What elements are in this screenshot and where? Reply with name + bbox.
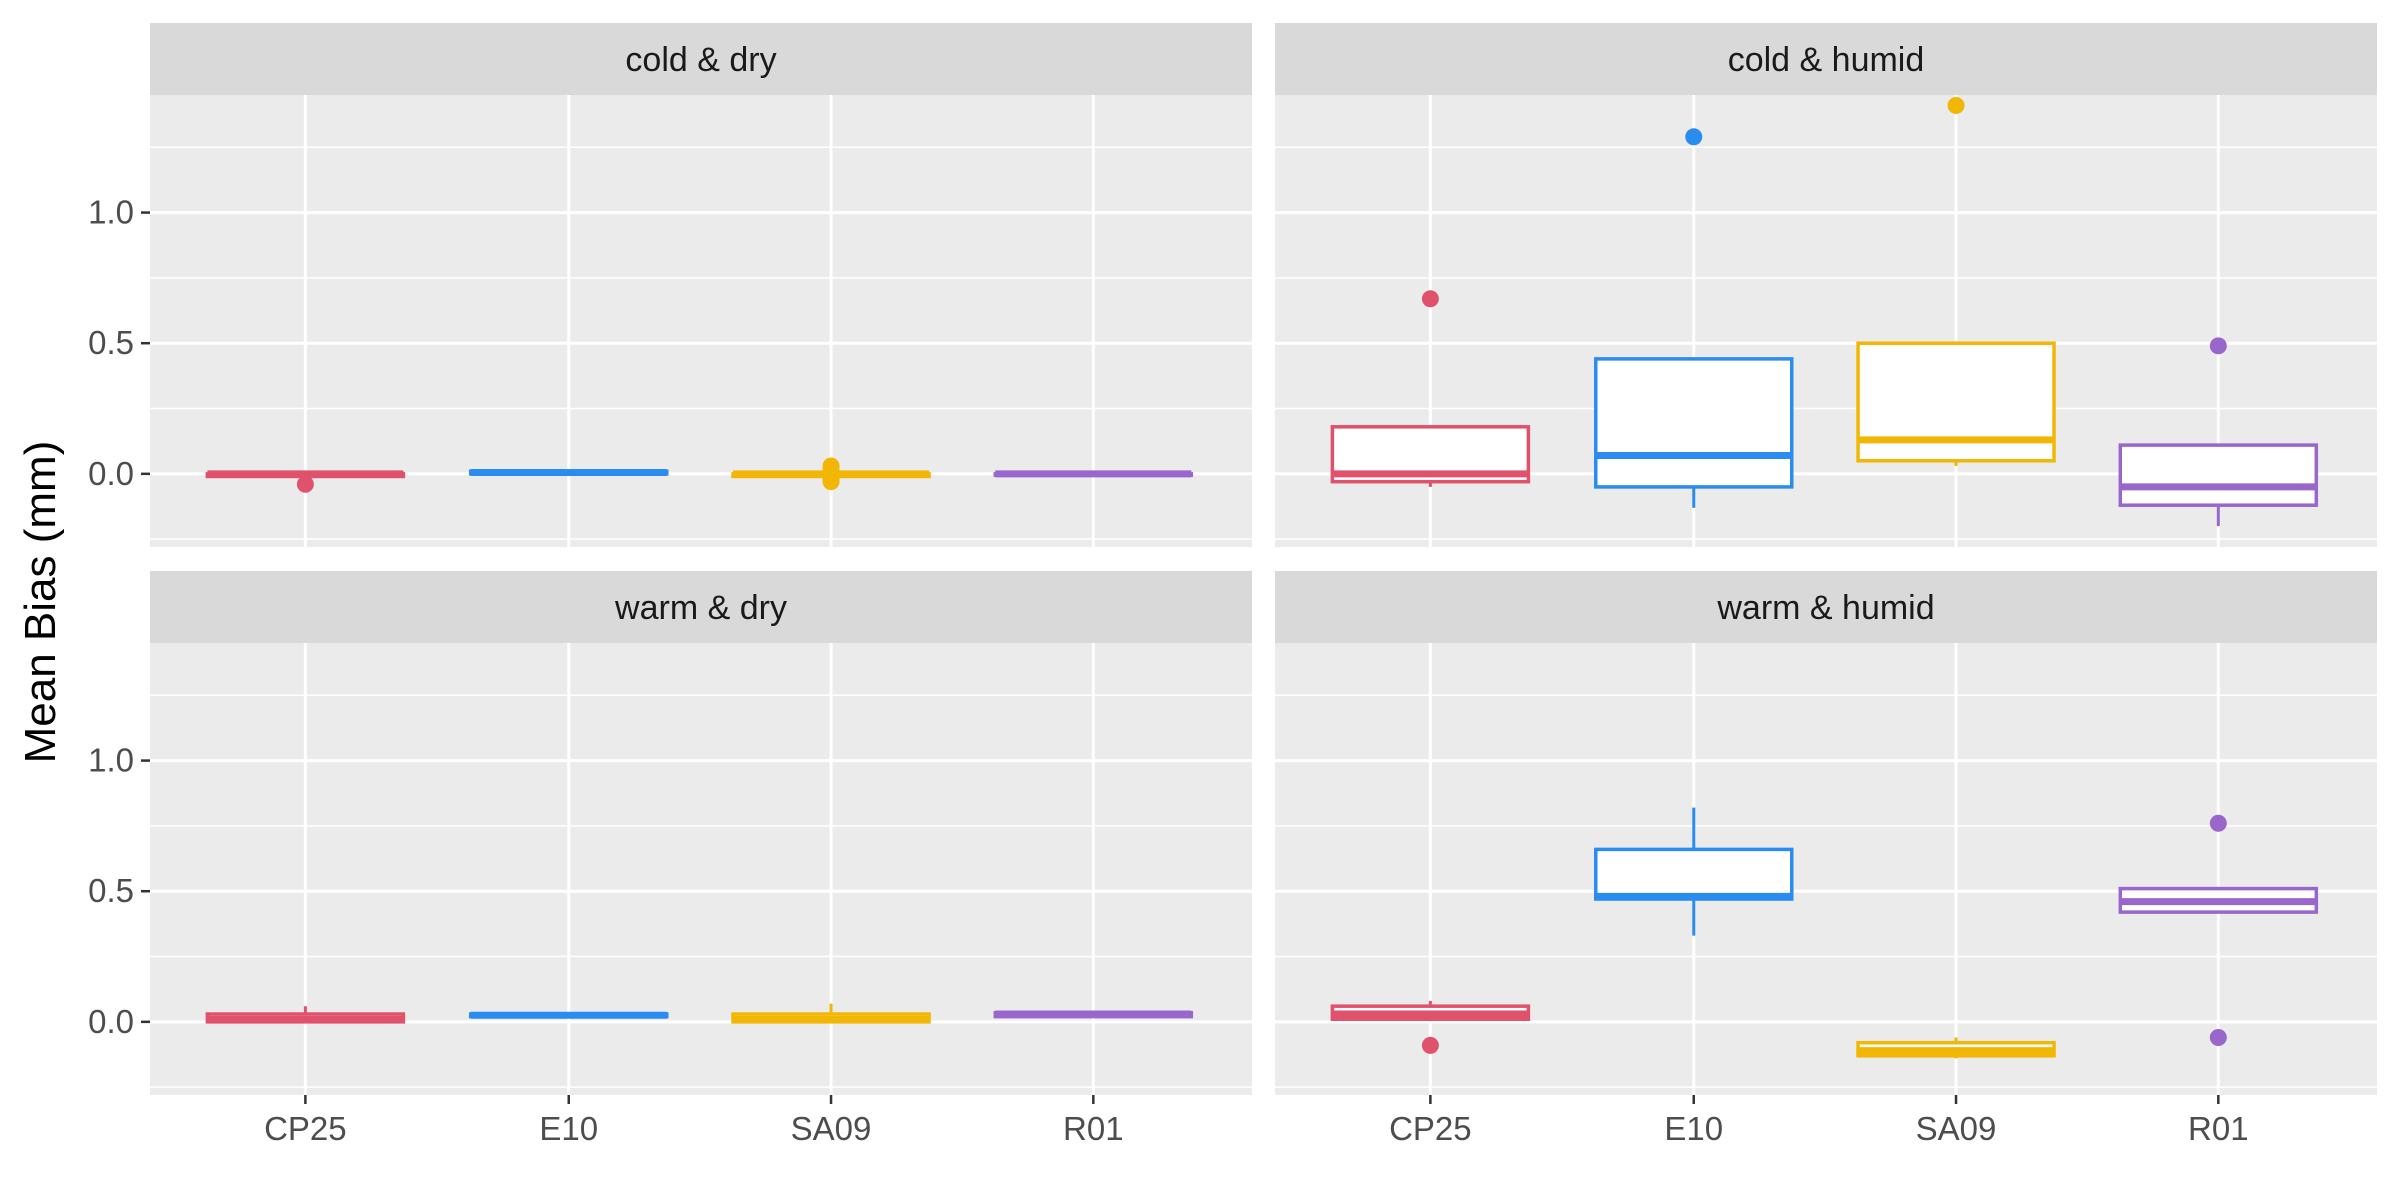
outlier-point: [1685, 128, 1703, 146]
y-tick-label: 0.0: [88, 455, 134, 492]
x-tick-label: E10: [1664, 1110, 1723, 1147]
outlier-point: [2209, 1029, 2227, 1047]
panel-background: [1275, 643, 2377, 1095]
facet-strip-1: [150, 23, 1252, 95]
x-tick-label: R01: [2188, 1110, 2249, 1147]
facet-title: cold & humid: [1728, 41, 1925, 79]
box-e10: [1594, 357, 1794, 489]
outlier-point: [1421, 1036, 1439, 1054]
x-tick-label: SA09: [1916, 1110, 1997, 1147]
facet-title: warm & dry: [614, 589, 787, 627]
y-tick-label: 1.0: [88, 194, 134, 231]
x-tick-label: SA09: [791, 1110, 872, 1147]
x-tick-label: E10: [539, 1110, 598, 1147]
box-e10: [1594, 847, 1794, 901]
outlier-point: [1947, 96, 1965, 114]
x-tick-label: CP25: [1389, 1110, 1472, 1147]
outlier-point: [1421, 290, 1439, 308]
outlier-point: [822, 473, 840, 491]
facet-strip-4: [1275, 571, 2377, 643]
y-tick-label: 0.5: [88, 324, 134, 361]
facet-title: warm & humid: [1716, 589, 1934, 627]
panel-background: [150, 643, 1252, 1095]
x-tick-label: CP25: [264, 1110, 347, 1147]
y-axis-title: Mean Bias (mm): [16, 441, 65, 764]
y-tick-label: 1.0: [88, 742, 134, 779]
outlier-point: [2209, 814, 2227, 832]
facet-strip-3: [150, 571, 1252, 643]
panel-background: [150, 95, 1252, 547]
x-tick-label: R01: [1063, 1110, 1124, 1147]
y-tick-label: 0.0: [88, 1003, 134, 1040]
facet-strip-2: [1275, 23, 2377, 95]
outlier-point: [2209, 337, 2227, 355]
y-tick-label: 0.5: [88, 872, 134, 909]
facet-title: cold & dry: [625, 41, 776, 79]
box-r01: [2118, 443, 2319, 507]
outlier-point: [296, 475, 314, 493]
